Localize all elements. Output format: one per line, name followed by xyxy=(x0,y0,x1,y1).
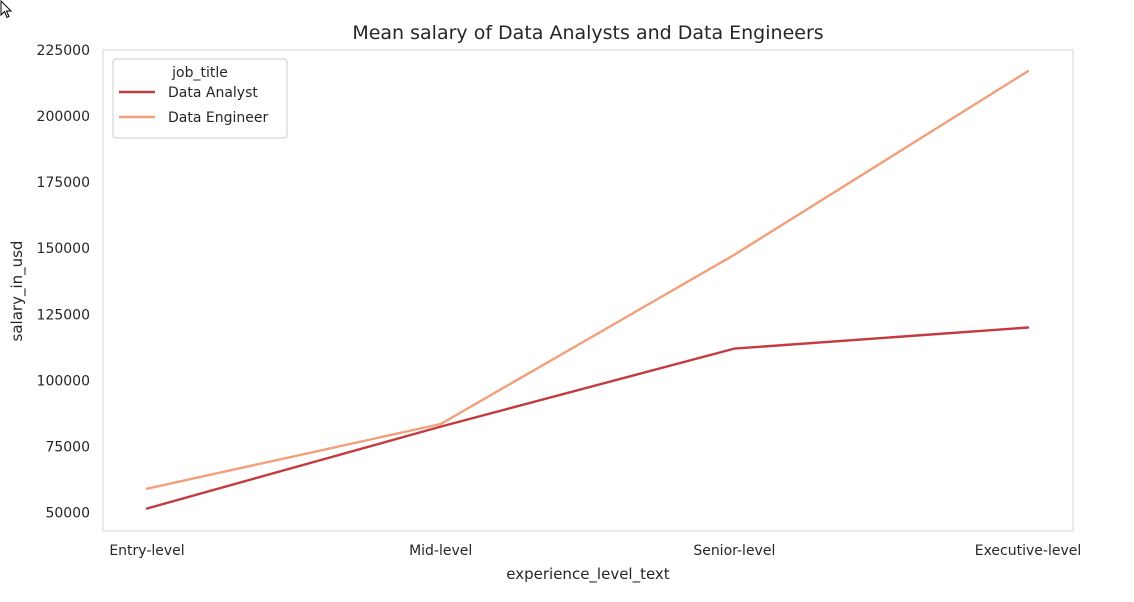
legend-label: Data Engineer xyxy=(168,110,268,126)
legend-items: Data Analyst Data Engineer xyxy=(119,85,268,126)
y-axis-label: salary_in_usd xyxy=(8,241,27,342)
y-tick-label: 150000 xyxy=(37,241,90,257)
series-line xyxy=(145,69,1030,490)
legend-box xyxy=(112,58,288,139)
x-axis-ticks: Entry-level Mid-level Senior-level Executiv… xyxy=(109,543,1081,559)
legend-title: job_title xyxy=(171,65,228,81)
legend-label: Data Analyst xyxy=(168,85,258,101)
y-axis-ticks: 50000 75000 100000 125000 150000 175000 200000… xyxy=(37,43,90,522)
y-tick-label: 175000 xyxy=(37,175,90,191)
y-tick-label: 50000 xyxy=(45,506,90,522)
legend: job_title Data Analyst Data Engineer xyxy=(112,58,288,139)
x-tick-label: Entry-level xyxy=(109,543,184,559)
y-tick-label: 225000 xyxy=(37,43,90,59)
x-tick-label: Senior-level xyxy=(693,543,775,559)
x-tick-label: Mid-level xyxy=(409,543,472,559)
mouse-cursor-icon xyxy=(0,0,13,19)
y-tick-label: 75000 xyxy=(45,439,90,455)
series-lines xyxy=(145,69,1030,510)
x-axis-label: experience_level_text xyxy=(506,565,670,584)
y-tick-label: 200000 xyxy=(37,109,90,125)
y-tick-label: 125000 xyxy=(37,307,90,323)
x-tick-label: Executive-level xyxy=(975,543,1082,559)
chart-title: Mean salary of Data Analysts and Data En… xyxy=(352,22,823,44)
y-tick-label: 100000 xyxy=(37,373,90,389)
series-line xyxy=(145,326,1030,510)
